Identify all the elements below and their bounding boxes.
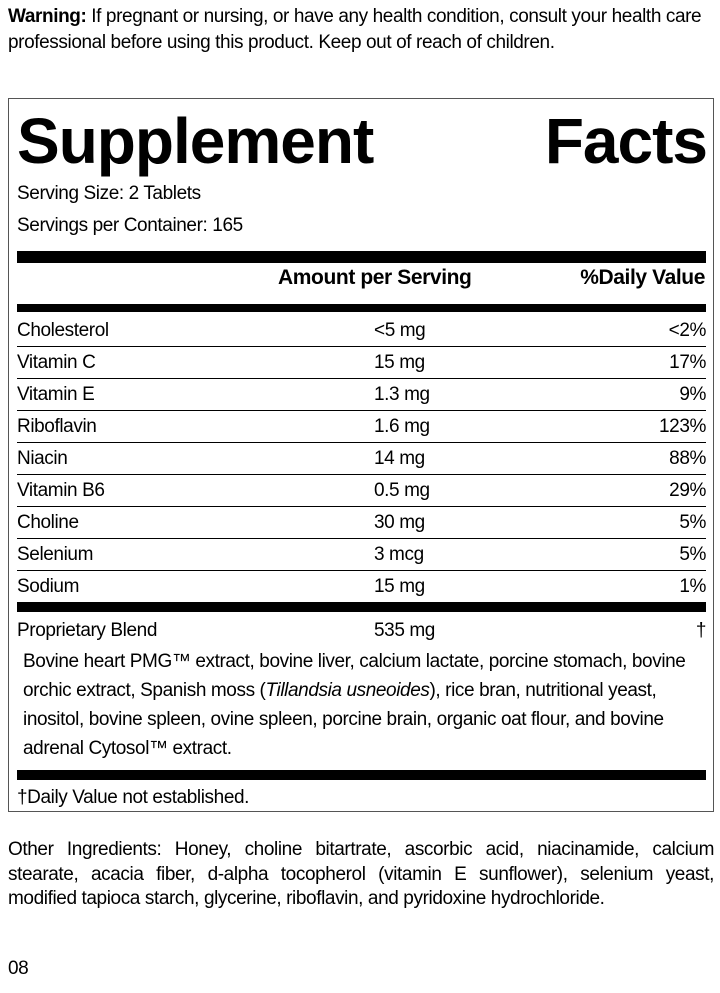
nutrient-amount: 1.3 mg [374,384,430,405]
nutrient-dv: 1% [679,576,706,597]
nutrient-row: Selenium 3 mcg 5% [17,539,706,571]
nutrient-amount: 15 mg [374,352,425,373]
servings-per-container: Servings per Container: 165 [17,215,243,236]
nutrient-dv: 123% [659,416,706,437]
nutrient-dv: <2% [668,320,707,341]
serving-size: Serving Size: 2 Tablets [17,183,201,204]
blend-latin-name: Tillandsia usneoides [265,680,430,701]
nutrient-name: Vitamin E [17,384,95,405]
divider-medium [17,304,706,312]
nutrient-name: Vitamin B6 [17,480,105,501]
blend-name: Proprietary Blend [17,620,157,641]
blend-dv: † [695,620,707,641]
nutrient-dv: 5% [679,544,706,565]
nutrient-row: Niacin 14 mg 88% [17,443,706,475]
nutrient-row: Vitamin C 15 mg 17% [17,347,706,379]
nutrient-dv: 17% [669,352,706,373]
warning-body: If pregnant or nursing, or have any heal… [8,6,702,53]
nutrient-name: Choline [17,512,79,533]
warning-text: Warning: If pregnant or nursing, or have… [8,4,714,56]
nutrient-amount: 15 mg [374,576,425,597]
blend-amount: 535 mg [374,620,435,641]
blend-text: ), rice bran, nutritional yeast, inosito… [23,680,664,759]
nutrient-name: Riboflavin [17,416,97,437]
nutrient-row: Choline 30 mg 5% [17,507,706,539]
divider-thick [17,251,706,263]
nutrient-name: Cholesterol [17,320,109,341]
blend-ingredients: Bovine heart PMG™ extract, bovine liver,… [23,647,706,763]
warning-label: Warning: [8,6,87,27]
panel-title: Supplement Facts [17,101,708,181]
header-daily-value: %Daily Value [580,266,705,289]
nutrient-dv: 5% [679,512,706,533]
title-word-1: Supplement [17,105,374,177]
header-amount: Amount per Serving [278,266,472,289]
nutrient-name: Vitamin C [17,352,96,373]
nutrient-amount: 14 mg [374,448,425,469]
other-ingredients: Other Ingredients: Honey, choline bitart… [8,839,714,909]
nutrient-amount: 0.5 mg [374,480,430,501]
blend-text: Bovine heart PMG™ extract, bovine liver,… [23,651,686,701]
blend-row: Proprietary Blend 535 mg † [17,615,706,647]
nutrient-row: Vitamin E 1.3 mg 9% [17,379,706,411]
label-code: 08 [8,958,29,979]
nutrient-dv: 9% [679,384,706,405]
nutrient-amount: 1.6 mg [374,416,430,437]
nutrient-amount: 30 mg [374,512,425,533]
nutrient-name: Niacin [17,448,68,469]
footnote: †Daily Value not established. [17,787,250,808]
nutrient-name: Selenium [17,544,94,565]
divider-thick [17,770,706,780]
nutrient-dv: 29% [669,480,706,501]
title-word-2: Facts [544,105,708,177]
nutrient-row: Sodium 15 mg 1% [17,571,706,603]
divider-thick [17,602,706,612]
supplement-facts-panel: Supplement Facts Serving Size: 2 Tablets … [8,98,714,812]
nutrient-row: Vitamin B6 0.5 mg 29% [17,475,706,507]
nutrient-row: Riboflavin 1.6 mg 123% [17,411,706,443]
nutrient-row: Cholesterol <5 mg <2% [17,315,706,347]
nutrient-dv: 88% [669,448,706,469]
nutrient-amount: <5 mg [374,320,426,341]
nutrient-name: Sodium [17,576,80,597]
nutrient-amount: 3 mcg [374,544,424,565]
